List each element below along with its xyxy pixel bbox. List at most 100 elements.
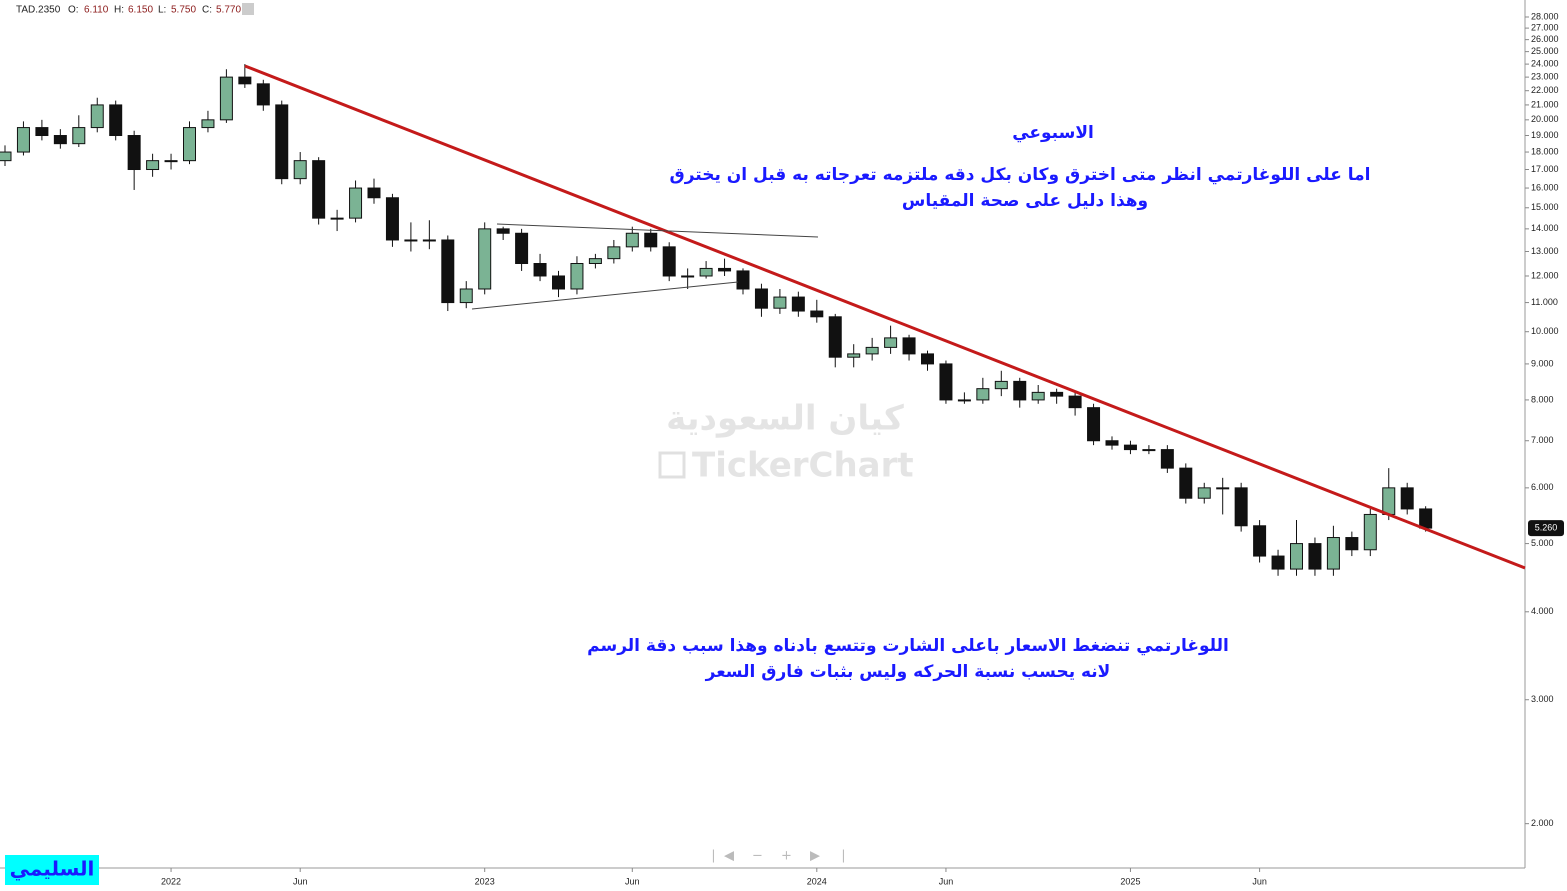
- candle-body: [422, 239, 436, 242]
- candle-body: [957, 399, 971, 402]
- y-tick-label: 4.000: [1531, 606, 1554, 616]
- candle-body: [256, 83, 270, 106]
- annotation: اما على اللوغارتمي انظر متى اخترق وكان ب…: [670, 165, 1371, 185]
- candle-body: [718, 267, 732, 272]
- y-tick-label: 8.000: [1531, 394, 1554, 404]
- candle-body: [1253, 525, 1267, 557]
- candle-body: [828, 316, 842, 358]
- candle-body: [1013, 380, 1027, 401]
- y-tick-label: 13.000: [1531, 246, 1559, 256]
- candle-body: [533, 263, 547, 277]
- candle-body: [35, 127, 49, 137]
- candle-body: [1345, 537, 1359, 551]
- y-tick-label: 7.000: [1531, 435, 1554, 445]
- ohlc-value: 5.750: [171, 5, 196, 16]
- candle-body: [588, 258, 602, 265]
- annotation: لانه يحسب نسبة الحركه وليس بثبات فارق ال…: [705, 662, 1111, 682]
- y-tick-label: 26.000: [1531, 34, 1559, 44]
- candle-body: [72, 127, 86, 145]
- candle-body: [478, 228, 492, 290]
- candle-body: [1326, 537, 1340, 570]
- candle-body: [773, 296, 787, 309]
- candle-body: [570, 263, 584, 290]
- y-tick-label: 20.000: [1531, 114, 1559, 124]
- candle-body: [1160, 449, 1174, 469]
- candle-body: [994, 380, 1008, 390]
- candle-body: [459, 288, 473, 304]
- y-tick-label: 16.000: [1531, 182, 1559, 192]
- candle-body: [238, 76, 252, 85]
- candle-body: [662, 246, 676, 277]
- candle-body: [1087, 407, 1101, 442]
- candle-body: [53, 135, 67, 145]
- candle-body: [1068, 395, 1082, 409]
- candle-body: [1179, 467, 1193, 499]
- candle-body: [312, 160, 326, 219]
- x-tick-label: Jun: [939, 876, 954, 886]
- x-tick-label: Jun: [625, 876, 640, 886]
- nav-prev[interactable]: ◀: [724, 849, 734, 864]
- candle-body: [1197, 487, 1211, 499]
- annotation: اللوغارتمي تنضغط الاسعار باعلى الشارت وت…: [587, 636, 1229, 656]
- candle-body: [754, 288, 768, 309]
- candle-body: [385, 197, 399, 241]
- nav-zoom-in[interactable]: +: [781, 849, 792, 864]
- candle-body: [219, 76, 233, 121]
- author-badge: [5, 855, 99, 885]
- nav-controls: ❘ ◀ − + ▶ ❘: [708, 849, 849, 864]
- ohlc-value: 6.110: [84, 5, 109, 16]
- candle-body: [1271, 555, 1285, 570]
- x-tick-label: Jun: [293, 876, 308, 886]
- y-tick-label: 2.000: [1531, 818, 1554, 828]
- y-tick-label: 10.000: [1531, 326, 1559, 336]
- nav-next[interactable]: ▶: [810, 849, 820, 864]
- candle-body: [1105, 440, 1119, 446]
- x-tick-label: Jun: [1252, 876, 1267, 886]
- ohlc-label: O:: [68, 5, 79, 16]
- candle-body: [1290, 543, 1303, 570]
- nav-last[interactable]: ❘: [838, 849, 849, 864]
- candle-body: [164, 160, 178, 163]
- candle-body: [791, 296, 805, 312]
- annotation: الاسبوعي: [1012, 123, 1094, 143]
- ohlc-value: 6.150: [128, 5, 153, 16]
- nav-zoom-out[interactable]: −: [752, 849, 763, 864]
- header-menu[interactable]: [242, 3, 254, 15]
- annotation: وهذا دليل على صحة المقياس: [902, 191, 1148, 211]
- y-tick-label: 3.000: [1531, 694, 1554, 704]
- watermark-icon: [658, 451, 686, 479]
- symbol: TAD.2350: [16, 5, 61, 16]
- candle-body: [109, 104, 123, 137]
- trendline: [244, 64, 1526, 570]
- author: السليمي: [10, 857, 95, 882]
- candle-body: [16, 127, 30, 153]
- x-tick-label: 2024: [807, 876, 827, 886]
- y-tick-label: 14.000: [1531, 223, 1559, 233]
- candle-body: [810, 310, 824, 318]
- last-price-label: 5.260: [1535, 522, 1558, 532]
- candle-body: [921, 353, 934, 365]
- candle-body: [847, 353, 861, 358]
- candle-body: [1216, 487, 1230, 490]
- candle-body: [496, 228, 510, 234]
- y-tick-label: 9.000: [1531, 358, 1554, 368]
- candle-body: [367, 187, 381, 199]
- x-tick-label: 2023: [475, 876, 495, 886]
- candle-body: [1308, 543, 1322, 570]
- y-tick-label: 25.000: [1531, 46, 1559, 56]
- y-tick-label: 22.000: [1531, 85, 1559, 95]
- candle-body: [1234, 487, 1248, 527]
- nav-first[interactable]: ❘: [708, 849, 719, 864]
- candle-body: [681, 275, 695, 278]
- candle-body: [404, 239, 418, 242]
- y-tick-label: 12.000: [1531, 270, 1559, 280]
- candle-body: [330, 217, 344, 220]
- candle-body: [699, 267, 713, 277]
- x-tick-label: 2022: [161, 876, 181, 886]
- triangle-upper: [496, 223, 819, 238]
- y-tick-label: 11.000: [1531, 297, 1558, 307]
- y-tick-label: 23.000: [1531, 71, 1559, 81]
- x-tick-label: 2025: [1120, 876, 1140, 886]
- candle-body: [1419, 508, 1433, 529]
